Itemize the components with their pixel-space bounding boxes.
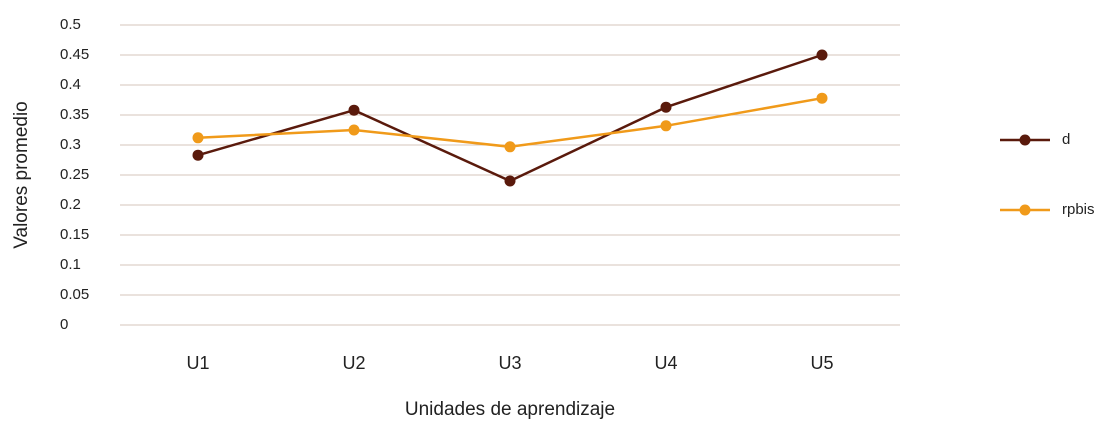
y-tick-label: 0.15 [60,226,89,243]
legend-marker [1019,204,1031,216]
y-tick-label: 0.5 [60,16,81,33]
y-tick-label: 0.45 [60,46,89,63]
y-tick-label: 0.25 [60,166,89,183]
data-point [816,49,828,61]
x-tick-label: U2 [342,353,365,373]
data-point [816,92,828,104]
data-point [348,124,360,136]
legend-marker [1019,134,1031,146]
legend-label: d [1062,131,1070,148]
data-point [660,120,672,132]
data-point [660,101,672,113]
y-axis-title: Valores promedio [11,101,32,249]
y-tick-label: 0 [60,316,68,333]
series-line [197,53,823,183]
y-tick-label: 0.05 [60,286,89,303]
legend-label: rpbis [1062,201,1095,218]
y-tick-label: 0.3 [60,136,81,153]
data-point [348,104,360,116]
y-tick-label: 0.4 [60,76,81,93]
x-axis-title: Unidades de aprendizaje [405,399,615,420]
y-tick-label: 0.35 [60,106,89,123]
y-tick-label: 0.2 [60,196,81,213]
x-tick-label: U4 [654,353,677,373]
x-tick-label: U3 [498,353,521,373]
series-line [197,96,823,149]
x-tick-label: U5 [810,353,833,373]
x-tick-label: U1 [186,353,209,373]
data-point [192,132,204,144]
y-tick-label: 0.1 [60,256,81,273]
data-point [504,141,516,153]
data-point [192,149,204,161]
data-point [504,175,516,187]
